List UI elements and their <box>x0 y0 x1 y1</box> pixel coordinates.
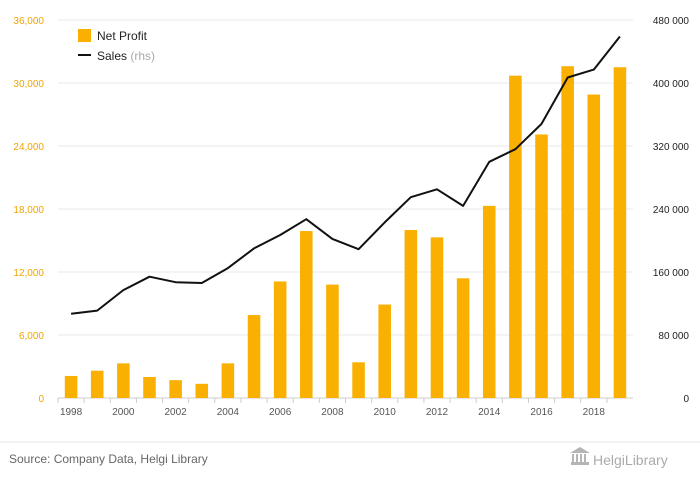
x-tick-label: 2008 <box>321 407 344 418</box>
legend: Net Profit Sales (rhs) <box>78 29 155 63</box>
x-tick-label: 2016 <box>530 407 553 418</box>
bar-net-profit-2002 <box>169 380 182 398</box>
y-left-tick-label: 18,000 <box>13 205 44 216</box>
legend-sales-name: Sales <box>97 49 127 63</box>
x-tick-label: 2018 <box>583 407 606 418</box>
bar-net-profit-2012 <box>430 237 444 398</box>
y-left-tick-label: 0 <box>38 394 44 405</box>
sales-line <box>70 35 621 315</box>
bar-net-profit-2008 <box>326 284 339 398</box>
bar-net-profit-1999 <box>90 370 104 398</box>
bar-net-profit-2017 <box>561 66 574 398</box>
y-left-tick-label: 30,000 <box>13 79 44 90</box>
bar-net-profit-2013 <box>456 278 470 398</box>
y-axis-right: 0 80 000 160 000 240 000 320 000 400 000 480 0… <box>653 16 690 405</box>
x-tick-label: 2006 <box>269 407 292 418</box>
y-right-tick-label: 400 000 <box>653 79 690 90</box>
legend-net-profit-swatch <box>78 29 91 42</box>
y-right-tick-label: 320 000 <box>653 142 690 153</box>
y-right-tick-label: 80 000 <box>658 331 689 342</box>
y-left-tick-label: 24,000 <box>13 142 44 153</box>
y-left-tick-label: 6,000 <box>19 331 44 342</box>
x-tick-label: 2014 <box>478 407 501 418</box>
bar-net-profit-2016 <box>535 134 548 398</box>
bar-net-profit-2003 <box>195 383 209 398</box>
bar-net-profit-1998 <box>64 375 78 398</box>
logo-text: HelgiLibrary <box>593 452 668 468</box>
y-right-tick-label: 240 000 <box>653 205 690 216</box>
library-building-icon <box>570 447 590 465</box>
legend-sales-label: Sales (rhs) <box>97 49 155 63</box>
bar-net-profit-2004 <box>221 363 235 398</box>
bar-net-profit-2014 <box>482 205 496 398</box>
legend-net-profit-label: Net Profit <box>97 29 148 43</box>
x-tick-label: 1998 <box>60 407 83 418</box>
bar-net-profit-2015 <box>509 75 522 399</box>
y-left-tick-label: 12,000 <box>13 268 44 279</box>
bars <box>64 66 627 399</box>
y-axis-left: 0 6,000 12,000 18,000 24,000 30,000 36,000 <box>13 16 44 405</box>
bar-net-profit-2011 <box>404 230 418 398</box>
x-tick-label: 2010 <box>374 407 397 418</box>
sales-line-group <box>70 35 621 315</box>
bar-net-profit-2000 <box>117 363 130 398</box>
y-right-tick-label: 0 <box>683 394 689 405</box>
source-text: Source: Company Data, Helgi Library <box>9 452 208 466</box>
y-right-tick-label: 480 000 <box>653 16 690 27</box>
bar-net-profit-2001 <box>143 377 156 398</box>
grid <box>58 19 633 399</box>
bar-net-profit-2010 <box>378 304 391 398</box>
y-right-tick-label: 160 000 <box>653 268 690 279</box>
legend-sales-suffix: (rhs) <box>130 49 155 63</box>
x-tick-label: 2004 <box>217 407 240 418</box>
bar-net-profit-2018 <box>587 94 601 399</box>
bar-net-profit-2019 <box>613 67 627 398</box>
helgi-library-logo: HelgiLibrary <box>570 447 668 468</box>
bar-net-profit-2007 <box>300 231 313 398</box>
x-tick-label: 2012 <box>426 407 449 418</box>
x-tick-label: 2000 <box>112 407 135 418</box>
x-tick-label: 2002 <box>164 407 187 418</box>
bar-net-profit-2009 <box>352 362 365 398</box>
x-axis: 1998 2000 2002 2004 2006 2008 2010 2012 2014 2016… <box>57 398 608 418</box>
bar-net-profit-2006 <box>273 281 287 398</box>
y-left-tick-label: 36,000 <box>13 16 44 27</box>
bar-net-profit-2005 <box>247 315 261 398</box>
